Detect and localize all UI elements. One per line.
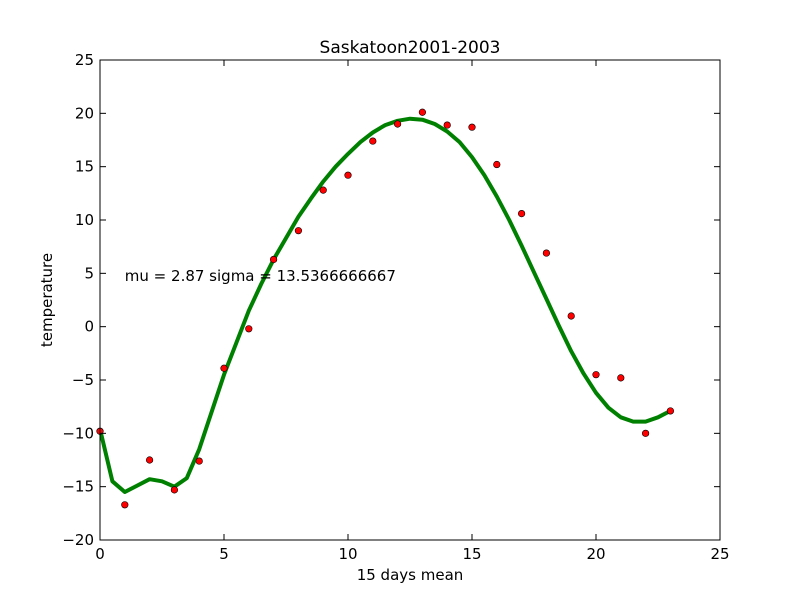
data-point xyxy=(666,407,675,415)
plot-frame xyxy=(99,59,721,541)
data-point xyxy=(146,456,154,464)
y-tick-label: 25 xyxy=(75,51,94,69)
data-point xyxy=(517,210,526,218)
y-tick-label: −15 xyxy=(62,478,94,496)
data-point xyxy=(394,120,402,128)
data-point xyxy=(641,429,650,437)
y-tick-label: 10 xyxy=(75,211,94,229)
y-tick-label: 20 xyxy=(75,104,94,122)
fit-curve xyxy=(98,116,672,494)
x-tick-label: 15 xyxy=(462,545,481,563)
data-point xyxy=(319,186,327,194)
x-tick-label: 5 xyxy=(219,545,229,563)
x-tick-label: 25 xyxy=(710,545,729,563)
tick-layer: 0 5 10 15 20 25 −20 −15 −10 −5 0 5 10 15 20 25 xyxy=(62,51,729,563)
data-point xyxy=(220,364,228,372)
data-point xyxy=(567,312,575,320)
y-tick-label: −20 xyxy=(62,531,94,549)
data-point xyxy=(542,249,551,257)
y-axis-label: temperature xyxy=(38,253,56,347)
data-point xyxy=(270,255,278,264)
y-tick-label: 5 xyxy=(84,264,94,282)
y-tick-label: 0 xyxy=(84,318,94,336)
x-tick-label: 20 xyxy=(586,545,605,563)
y-tick-label: −10 xyxy=(62,424,94,442)
data-point xyxy=(294,227,303,235)
data-point xyxy=(369,137,377,145)
data-point xyxy=(344,171,352,179)
data-point xyxy=(170,486,178,494)
data-point xyxy=(493,160,501,169)
x-axis-label: 15 days mean xyxy=(357,566,464,584)
data-point xyxy=(617,374,625,382)
chart-title: Saskatoon2001-2003 xyxy=(320,38,501,58)
data-point xyxy=(121,501,129,509)
data-point xyxy=(592,371,600,379)
plot-area xyxy=(100,60,720,540)
series-layer xyxy=(96,108,675,509)
data-point xyxy=(245,325,253,333)
chart-annotation: mu = 2.87 sigma = 13.5366666667 xyxy=(125,267,396,285)
x-tick-label: 0 xyxy=(95,545,105,563)
data-point xyxy=(468,123,476,131)
data-point xyxy=(195,457,203,465)
data-point xyxy=(443,121,451,129)
x-tick-label: 10 xyxy=(338,545,357,563)
y-tick-label: −5 xyxy=(72,371,94,389)
data-point xyxy=(418,108,427,116)
y-tick-label: 15 xyxy=(75,158,94,176)
